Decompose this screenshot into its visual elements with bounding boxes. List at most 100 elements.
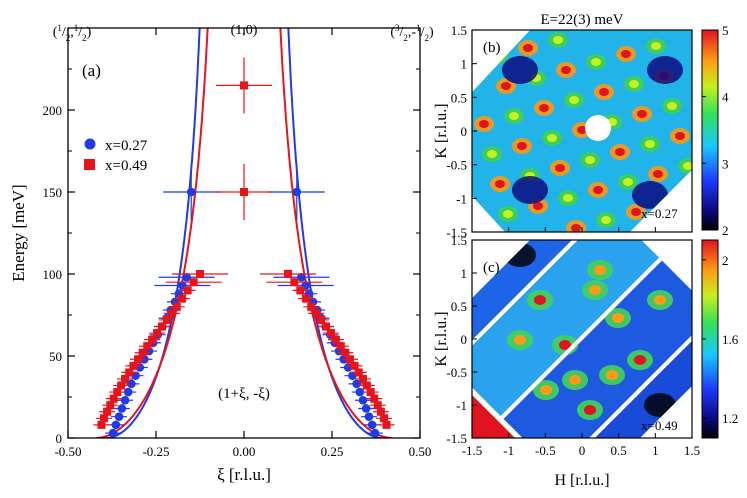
x-tick-label: -0.25 [142, 444, 169, 459]
data-point-square [284, 270, 292, 278]
panel-c: 1.5 1 0.5 0 -0.5 -1 -1.5-1.5 -1 -0.5 0 0.5 1 1.5 (c)… [433, 233, 739, 489]
heatmap-b-peak-core [533, 202, 543, 210]
panel-label-c: (c) [483, 260, 500, 276]
legend-label-x027: x=0.27 [105, 138, 148, 154]
heatmap-c-peak-core [594, 265, 606, 275]
data-point-square [138, 348, 147, 357]
y-tick-label: 0 [56, 431, 63, 446]
hm-y-tick-label: -1 [456, 191, 467, 206]
heatmap-b-peak-core [561, 66, 571, 74]
heatmap-c-peak-core [589, 285, 601, 295]
heatmap-b-peak-core [623, 178, 633, 186]
hm-y-tick-label: 0 [461, 124, 468, 139]
heatmap-b-peak-core [637, 110, 647, 118]
fit-curve [279, 28, 392, 438]
hm-x-tick-label: -1.5 [462, 443, 483, 458]
y-tick-label: 100 [43, 267, 63, 282]
data-point-square [183, 286, 192, 295]
data-point-square [312, 309, 321, 318]
data-point-circle [114, 412, 124, 421]
heatmap-b-peak-core [651, 42, 661, 50]
heatmap-b-peak-core [479, 120, 489, 128]
heatmap-b-peak-core [547, 134, 557, 142]
hm-y-tick-label: -0.5 [446, 158, 467, 173]
data-point-square [326, 329, 335, 338]
data-point-square [109, 394, 118, 403]
heatmap-b-peak-core [599, 88, 609, 96]
fit-curve [96, 28, 209, 438]
x-tick-label: 0.50 [409, 444, 432, 459]
data-point-square [103, 407, 112, 416]
y-axis-label-c: K [r.l.u.] [433, 311, 450, 366]
heatmap-b-peak-core [653, 170, 663, 178]
data-point-square [240, 188, 248, 196]
hm-y-tick-label: 0 [461, 332, 468, 347]
data-point-circle [111, 420, 121, 430]
legend-label-x049: x=0.49 [105, 158, 147, 174]
panel-label-b: (b) [483, 40, 501, 56]
heatmap-b-peak-core [645, 140, 655, 148]
colorbar-tick-label: 4 [722, 90, 729, 105]
heatmap-b-hole [585, 115, 611, 141]
x-tick-label: 0.25 [321, 444, 344, 459]
heatmap-c-peak-core [559, 340, 571, 350]
colorbar-tick-label: 1.2 [722, 411, 738, 426]
inset-label-b: x=0.27 [641, 206, 678, 221]
heatmap-b-peak-core [629, 80, 639, 88]
hm-y-tick-label: 1 [461, 57, 468, 72]
heatmap-b-peak-core [591, 58, 601, 66]
y-axis-label: Energy [meV] [9, 184, 28, 281]
colorbar-tick-label: 2 [722, 253, 729, 268]
heatmap-b-peak-core [601, 216, 611, 224]
data-point-square [162, 315, 171, 324]
colorbar-b [701, 29, 719, 231]
heatmap-b-peak-core [503, 210, 513, 218]
y-tick-label: 150 [43, 185, 63, 200]
legend: x=0.27 x=0.49 [84, 138, 148, 174]
data-point-square [189, 278, 198, 287]
data-point-square [307, 302, 316, 311]
data-point-square [322, 322, 331, 331]
data-point-square [178, 294, 187, 303]
data-point-circle [123, 387, 133, 397]
hm-y-tick-label: 0.5 [451, 299, 467, 314]
top-label-center: (1,0) [231, 23, 258, 38]
data-point-circle [127, 379, 136, 389]
data-point-circle [292, 187, 302, 197]
heatmap-c-peak-core [514, 335, 526, 345]
heatmap-b-peak-core [667, 102, 677, 110]
hm-y-tick-label: 1.5 [451, 23, 467, 38]
heatmap-b-peak-core [569, 96, 579, 104]
data-point-square [157, 322, 166, 331]
heatmap-b-peak-core [563, 194, 573, 202]
colorbar-tick-label: 5 [722, 23, 729, 38]
hm-x-tick-label: -1 [503, 443, 514, 458]
data-point-square [317, 315, 326, 324]
data-point-square [125, 368, 134, 377]
data-point-square [373, 401, 382, 410]
data-point-circle [355, 387, 365, 397]
data-point-square [331, 335, 340, 344]
data-point-square [354, 368, 363, 377]
heatmap-b-peak-core [585, 156, 595, 164]
panel-a: -0.50 -0.25 0.00 0.25 0.50 0 50 100 150 200 (a) x… [9, 23, 434, 484]
data-point-square [362, 381, 371, 390]
x-tick-label: 0.00 [233, 444, 256, 459]
panel-label-a: (a) [82, 61, 101, 80]
heatmap-b-peak-core [517, 142, 527, 150]
inset-label-c: x=0.49 [641, 418, 678, 433]
heatmap-c-peak-core [612, 313, 624, 323]
data-point-square [341, 348, 350, 357]
data-point-square [358, 374, 367, 383]
heatmap-b-peak-core [539, 104, 549, 112]
data-point-square [240, 81, 248, 90]
colorbar-tick-label: 1.6 [722, 332, 739, 347]
heatmap-b-peak-core [577, 126, 587, 134]
hm-x-tick-label: 1 [652, 443, 659, 458]
data-point-circle [348, 371, 357, 380]
data-point-circle [367, 420, 377, 430]
y-axis-label-b: K [r.l.u.] [433, 103, 450, 158]
data-point-circle [120, 395, 130, 405]
heatmap-b-minimum [512, 176, 548, 204]
